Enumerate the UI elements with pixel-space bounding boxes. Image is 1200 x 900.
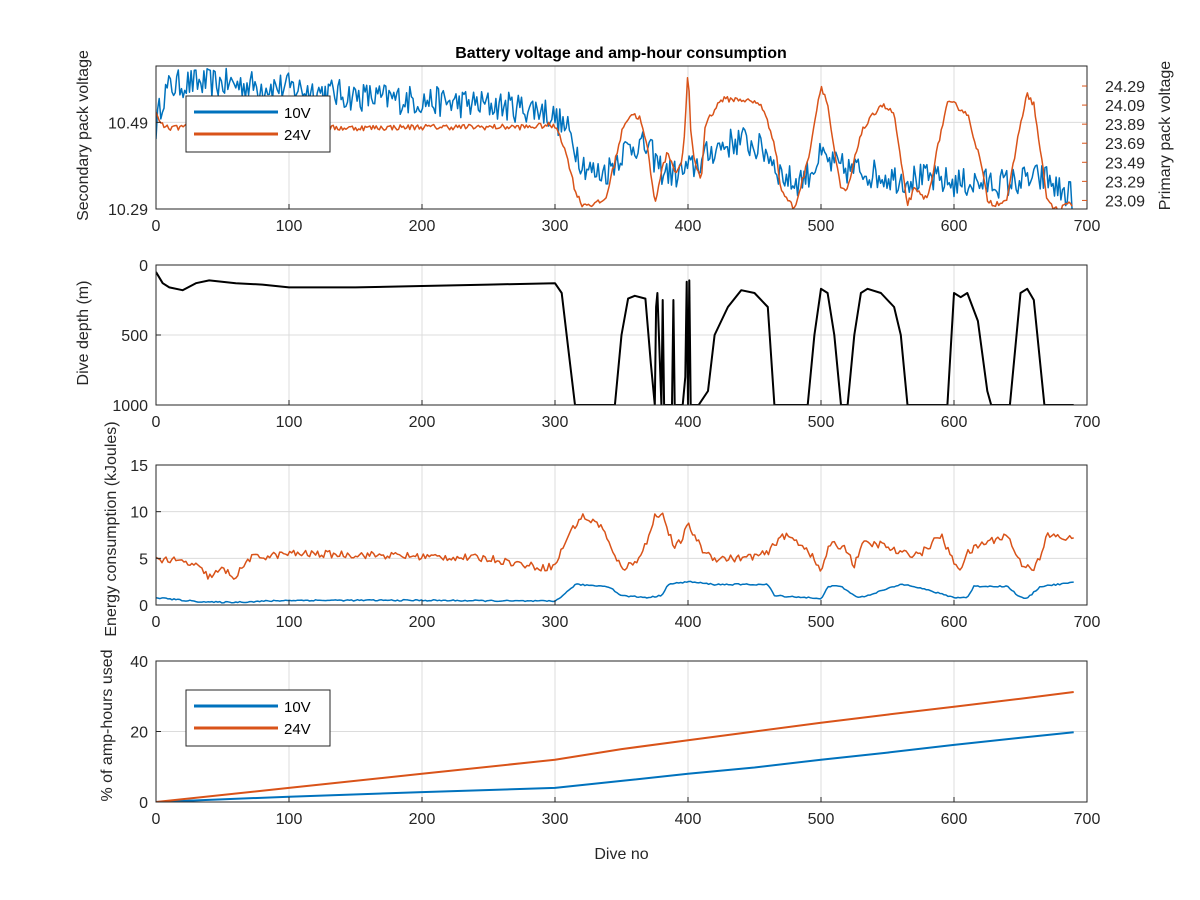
x-tick-label: 300	[542, 414, 569, 431]
x-tick-label: 500	[808, 414, 835, 431]
y-right-tick-label: 23.89	[1105, 117, 1145, 134]
x-tick-label: 700	[1074, 614, 1101, 631]
x-axis-label: Dive no	[594, 846, 648, 863]
x-tick-label: 200	[409, 614, 436, 631]
series-line-24v	[156, 512, 1074, 580]
series-line-10v	[156, 731, 1074, 802]
y-tick-label: 500	[121, 328, 148, 345]
x-tick-label: 400	[675, 614, 702, 631]
x-tick-label: 200	[409, 218, 436, 235]
y-tick-label: 1000	[112, 398, 148, 415]
y-axis-label: % of amp-hours used	[99, 649, 116, 801]
axes-frame	[155, 464, 1088, 606]
y-tick-label: 40	[130, 654, 148, 671]
y-tick-label: 0	[139, 258, 148, 275]
y-axis-label: Dive depth (m)	[75, 281, 92, 386]
x-tick-label: 600	[941, 218, 968, 235]
y-right-tick-label: 23.49	[1105, 155, 1145, 172]
axes-frame	[155, 65, 1088, 210]
x-tick-label: 100	[276, 414, 303, 431]
series-layer	[156, 691, 1074, 802]
x-tick-label: 300	[542, 811, 569, 828]
series-layer	[156, 512, 1074, 604]
series-line-10v	[156, 580, 1074, 604]
x-tick-label: 100	[276, 614, 303, 631]
y-tick-label: 15	[130, 458, 148, 475]
y-right-tick-label: 24.29	[1105, 79, 1145, 96]
x-tick-label: 700	[1074, 414, 1101, 431]
x-tick-label: 300	[542, 218, 569, 235]
series-layer	[156, 271, 1074, 405]
x-tick-label: 0	[152, 218, 161, 235]
x-tick-label: 200	[409, 414, 436, 431]
legend-label-24v: 24V	[284, 127, 311, 144]
x-tick-label: 200	[409, 811, 436, 828]
axes-amphours: 0 100 200 300 400 500 600 700 0 20 40 % of amp-hour…	[99, 649, 1100, 863]
x-tick-label: 0	[152, 614, 161, 631]
x-tick-label: 700	[1074, 218, 1101, 235]
y-right-axis-label: Primary pack voltage	[1157, 61, 1174, 210]
x-tick-label: 100	[276, 811, 303, 828]
x-tick-label: 0	[152, 414, 161, 431]
x-tick-label: 700	[1074, 811, 1101, 828]
legend-box	[185, 689, 331, 747]
axes-energy: 0 100 200 300 400 500 600 700 0 5 10 15 Energy consu…	[103, 421, 1100, 636]
x-tick-label: 500	[808, 614, 835, 631]
figure-title: Battery voltage and amp-hour consumption	[455, 45, 787, 62]
series-line-24v	[156, 691, 1074, 802]
x-tick-label: 0	[152, 811, 161, 828]
y-axis-label: Secondary pack voltage	[75, 50, 92, 221]
x-tick-label: 300	[542, 614, 569, 631]
x-tick-label: 600	[941, 614, 968, 631]
legend-label-10v: 10V	[284, 105, 311, 122]
y-tick-label: 20	[130, 725, 148, 742]
y-tick-label: 0	[139, 598, 148, 615]
legend-label-10v: 10V	[284, 699, 311, 716]
plots-layer: 0 100 200 300 400 500 600 70010.2910.4923.0923.…	[75, 50, 1174, 863]
legend-label-24v: 24V	[284, 721, 311, 738]
x-tick-label: 600	[941, 414, 968, 431]
x-tick-label: 400	[675, 811, 702, 828]
axes-depth: 0 100 200 300 400 500 600 700 0 500 1000 Dive depth…	[75, 258, 1100, 431]
series-line-dive-depth	[156, 271, 1074, 405]
x-tick-label: 400	[675, 218, 702, 235]
x-tick-label: 500	[808, 218, 835, 235]
y-tick-label: 10.29	[108, 202, 148, 219]
y-right-tick-label: 23.09	[1105, 193, 1145, 210]
y-axis-label: Energy consumption (kJoules)	[103, 421, 120, 636]
y-right-tick-label: 23.69	[1105, 136, 1145, 153]
y-tick-label: 5	[139, 551, 148, 568]
y-right-tick-label: 24.09	[1105, 98, 1145, 115]
x-tick-label: 500	[808, 811, 835, 828]
axes-voltage: 0 100 200 300 400 500 600 700 10.29 10.49 23.09 23.…	[75, 50, 1174, 235]
y-tick-label: 10.49	[108, 115, 148, 132]
legend-box	[185, 95, 331, 153]
x-tick-label: 100	[276, 218, 303, 235]
y-right-tick-label: 23.29	[1105, 174, 1145, 191]
x-tick-label: 400	[675, 414, 702, 431]
axes-background	[155, 464, 1088, 606]
x-tick-label: 600	[941, 811, 968, 828]
y-tick-label: 10	[130, 505, 148, 522]
y-tick-label: 0	[139, 795, 148, 812]
